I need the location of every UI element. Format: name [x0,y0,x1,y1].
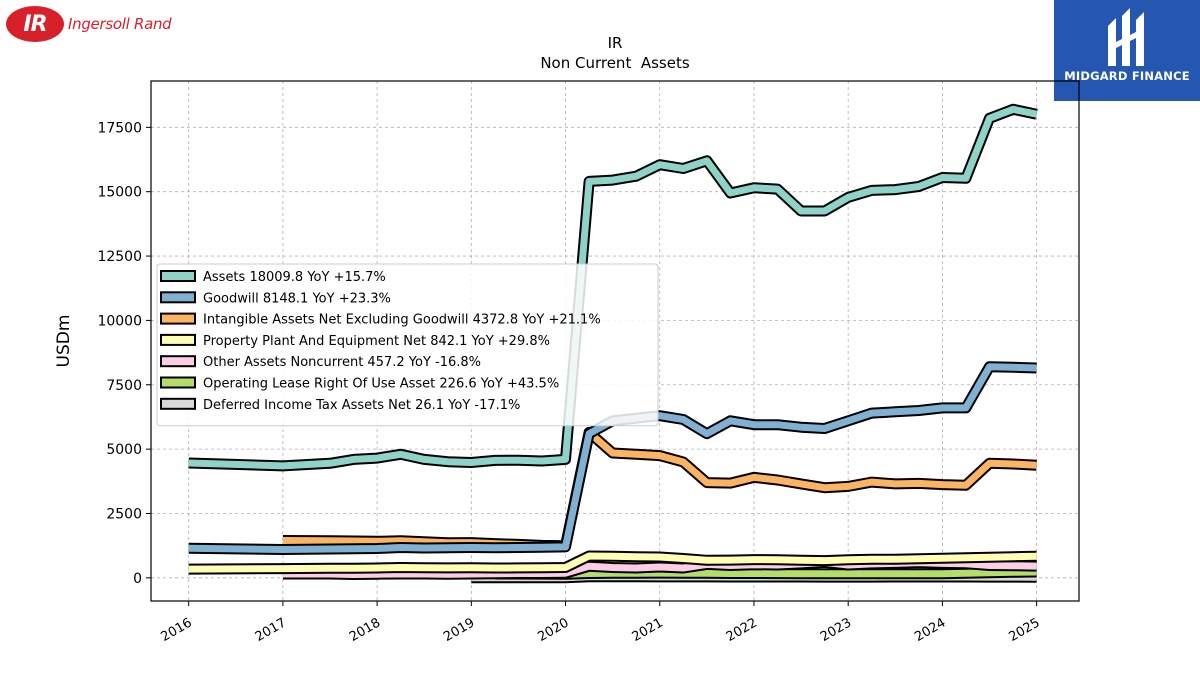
x-tick-label: 2025 [1006,615,1042,645]
legend-label: Assets 18009.8 YoY +15.7% [203,270,386,285]
x-tick-label: 2016 [159,615,195,645]
legend-label: Operating Lease Right Of Use Asset 226.6… [203,377,559,392]
series-line-assets [188,105,1038,470]
legend-swatch [160,270,196,282]
legend-box [156,263,659,427]
midgard-finance-text: MIDGARD FINANCE [1064,69,1190,83]
ingersoll-rand-logo: IR Ingersoll Rand [6,4,172,44]
legend-label: Deferred Income Tax Assets Net 26.1 YoY … [203,398,520,413]
legend-swatch [160,397,196,410]
legend-swatch [160,376,196,389]
plot-area-frame [150,80,1080,602]
legend-swatch [160,355,196,368]
x-axis-ticks: 2016 2017 2018 2019 2020 2021 2022 2023 2024 2025 [159,601,1043,645]
legend: Assets 18009.8 YoY +15.7% Goodwill 8148.1… [156,263,659,427]
x-tick-label: 2024 [912,615,948,645]
legend-swatch [160,312,196,325]
chart-subtitle: Non Current Assets [540,54,690,72]
legend-label: Property Plant And Equipment Net 842.1 Y… [203,334,550,349]
legend-label: Intangible Assets Net Excluding Goodwill… [203,313,601,328]
y-tick-label: 12500 [97,249,142,265]
x-tick-label: 2019 [441,615,477,645]
x-tick-label: 2018 [347,615,383,645]
series-line-property-plant-and-equipment-net [188,552,1037,573]
y-tick-label: 15000 [97,185,142,201]
legend-swatch [160,333,196,346]
y-tick-label: 17500 [97,120,142,136]
legend-swatch [160,291,196,304]
x-tick-label: 2017 [253,615,289,645]
midgard-finance-logo: MIDGARD FINANCE [1054,0,1200,101]
x-tick-label: 2022 [724,615,760,645]
series-layer [188,103,1038,584]
y-tick-label: 5000 [106,442,142,458]
x-tick-label: 2021 [630,615,666,645]
midgard-emblem-icon [1108,8,1144,66]
legend-label: Goodwill 8148.1 YoY +23.3% [203,291,391,306]
ir-logo-text: Ingersoll Rand [68,15,172,33]
x-tick-label: 2020 [535,615,571,645]
y-axis-label: USDm [54,315,74,368]
series-line-intangible-assets-net-excluding-goodwill [282,428,1037,550]
series-line-operating-lease-right-of-use-asset [494,568,1037,578]
y-tick-label: 7500 [106,378,142,394]
chart-title: IR [608,34,623,52]
series-line-goodwill [188,363,1037,553]
y-tick-label: 10000 [97,313,142,329]
x-tick-label: 2023 [818,615,854,645]
legend-label: Other Assets Noncurrent 457.2 YoY -16.8% [203,355,481,370]
y-tick-label: 2500 [106,506,142,522]
y-axis-ticks: 0 2500 5000 7500 10000 12500 15000 17500 [97,120,151,587]
y-tick-label: 0 [133,571,142,587]
ir-logo-mark: IR [6,6,64,42]
